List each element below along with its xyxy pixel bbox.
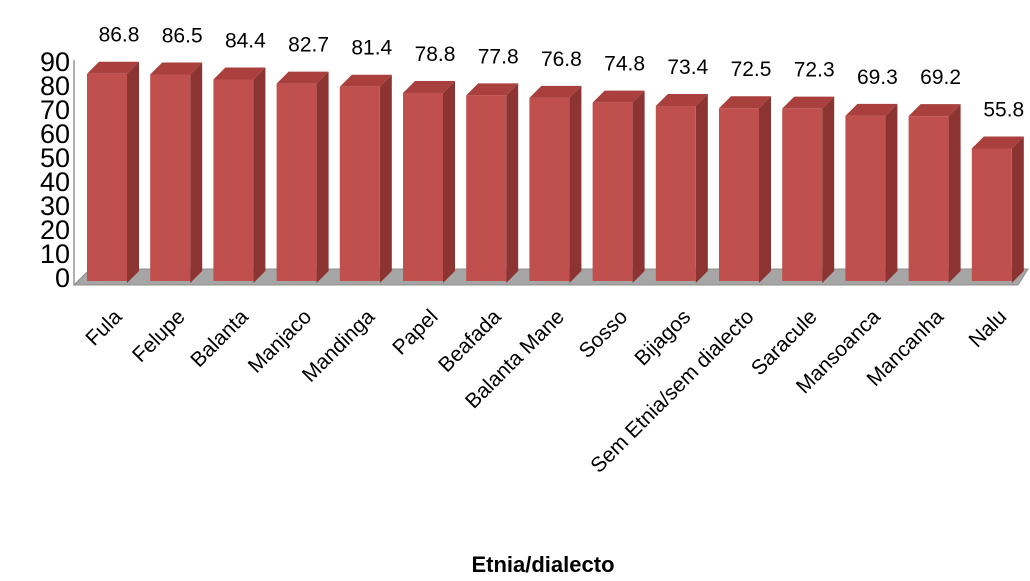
bar — [908, 104, 961, 283]
bar-top — [845, 103, 898, 116]
y-tick-label: 30 — [40, 191, 70, 221]
bar — [845, 103, 898, 283]
y-tick-label: 60 — [40, 119, 70, 149]
bar-top — [971, 136, 1024, 149]
bar-front — [276, 83, 317, 282]
bar-front — [782, 108, 823, 281]
bar-top — [466, 83, 519, 96]
data-label: 76.8 — [541, 48, 582, 71]
y-tick-label: 0 — [55, 263, 70, 293]
bar-top — [213, 67, 266, 80]
bar-top — [782, 96, 835, 109]
category-label: Nalu — [965, 305, 1012, 352]
bar-side — [379, 74, 392, 283]
bars — [87, 61, 1024, 284]
bar — [971, 136, 1024, 283]
data-label: 77.8 — [478, 45, 519, 68]
bar-front — [719, 108, 759, 281]
data-label: 73.4 — [667, 56, 708, 79]
bar — [529, 85, 582, 284]
bar-top — [339, 74, 392, 87]
bar-front — [87, 73, 127, 282]
bar — [719, 96, 771, 283]
bar-front — [466, 95, 507, 281]
bar-side — [1011, 136, 1024, 283]
bar-side — [506, 83, 519, 283]
data-label: 81.4 — [351, 37, 392, 60]
bar-front — [655, 106, 696, 281]
bar-side — [127, 61, 139, 283]
bar-front — [150, 74, 191, 281]
bar-top — [719, 96, 771, 109]
bar-front — [339, 86, 380, 281]
bar — [276, 71, 329, 284]
data-label: 72.3 — [794, 59, 835, 82]
bar-side — [759, 96, 771, 283]
data-labels: 86.8 86.5 84.4 82.7 81.4 78.8 77.8 76.8 74.8 73.4… — [99, 24, 1025, 122]
bar — [150, 62, 203, 283]
category-label: Felupe — [128, 305, 190, 367]
bar-front — [213, 79, 254, 281]
bar-side — [443, 81, 455, 283]
data-label: 55.8 — [983, 98, 1024, 121]
y-tick-label: 50 — [40, 143, 70, 173]
x-axis-title: Etnia/dialecto — [471, 552, 614, 577]
bar-top — [150, 62, 203, 75]
category-label: Fula — [81, 305, 126, 350]
bar — [213, 67, 266, 283]
bar-side — [885, 103, 898, 283]
bar-top — [655, 94, 708, 107]
bar — [782, 96, 835, 283]
bar-front — [971, 148, 1012, 281]
bar-top — [908, 104, 961, 117]
bar — [466, 83, 519, 283]
bar-front — [592, 102, 633, 281]
bar-side — [822, 96, 835, 283]
bar-side — [190, 62, 203, 283]
data-label: 69.2 — [920, 66, 961, 89]
y-tick-label: 70 — [40, 95, 70, 125]
bar-top — [87, 61, 139, 74]
y-tick-label: 40 — [40, 167, 70, 197]
bar — [339, 74, 392, 283]
bar-top — [276, 71, 329, 84]
bar — [592, 90, 645, 283]
data-label: 69.3 — [857, 66, 898, 89]
bar-side — [569, 85, 582, 284]
bar-side — [695, 94, 708, 283]
data-label: 86.8 — [99, 24, 140, 47]
bar-front — [529, 97, 570, 282]
bar-front — [908, 116, 949, 281]
category-label: Bijagos — [630, 305, 695, 370]
data-label: 74.8 — [604, 53, 645, 76]
bar-side — [316, 71, 329, 284]
y-tick-label: 90 — [40, 47, 70, 77]
y-tick-label: 10 — [40, 239, 70, 269]
bar — [655, 94, 708, 283]
y-tick-label: 80 — [40, 71, 70, 101]
bar-top — [529, 85, 582, 98]
category-label: Sosso — [575, 305, 633, 363]
bar — [87, 61, 139, 283]
bar-front — [845, 115, 886, 281]
bar-side — [948, 104, 961, 283]
bar — [403, 81, 455, 283]
data-label: 86.5 — [162, 24, 203, 47]
data-label: 82.7 — [288, 34, 329, 57]
bar-top — [592, 90, 645, 103]
category-label: Papel — [388, 305, 442, 359]
bar-front — [403, 93, 443, 281]
data-label: 78.8 — [415, 43, 456, 66]
bar-side — [632, 90, 645, 283]
bar-side — [253, 67, 266, 283]
data-label: 72.5 — [731, 58, 772, 81]
y-tick-label: 20 — [40, 215, 70, 245]
data-label: 84.4 — [225, 30, 266, 53]
bar-top — [403, 81, 455, 94]
